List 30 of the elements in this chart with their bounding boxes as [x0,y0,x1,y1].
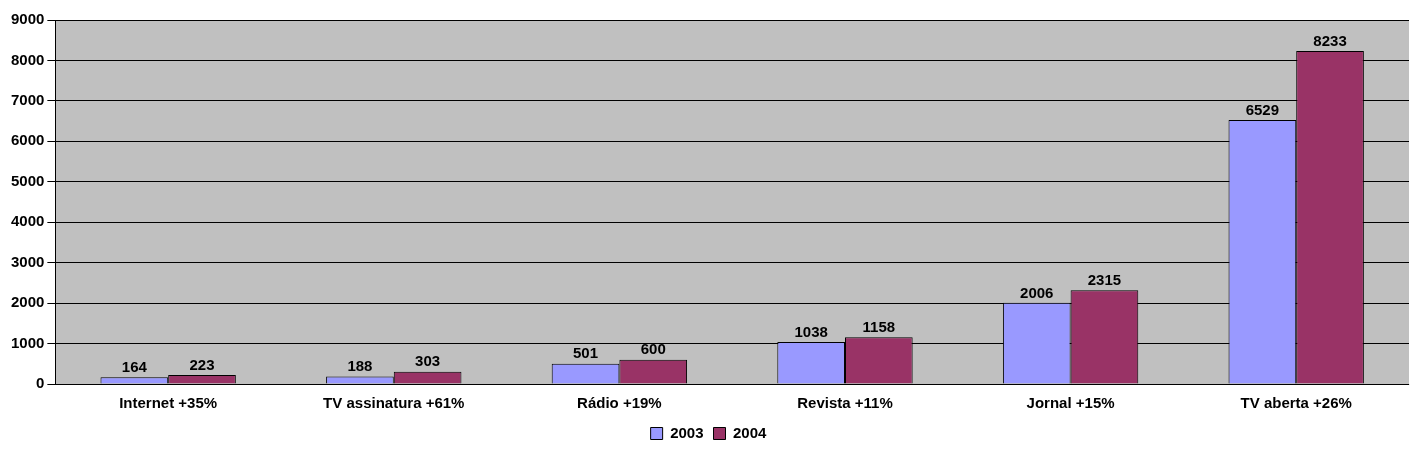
data-label: 303 [415,352,441,370]
x-tick-label: Rádio +19% [577,394,662,412]
x-tick-label: Jornal +15% [1026,394,1115,412]
y-tick-label: 7000 [10,91,45,109]
x-tick-label: Revista +11% [797,394,893,412]
data-label: 1158 [862,317,896,335]
y-tick-label: 3000 [10,252,45,270]
y-tick-label: 5000 [10,171,45,189]
y-tick-label: 2000 [10,293,45,311]
x-tick-label: TV aberta +26% [1240,394,1352,412]
data-label: 188 [347,357,373,375]
legend-label: 2004 [733,423,768,441]
data-label: 600 [640,340,666,358]
data-label: 164 [121,358,148,376]
y-tick-label: 0 [36,374,45,392]
y-tick-label: 8000 [10,50,45,68]
data-label: 2006 [1020,283,1054,301]
y-tick-label: 6000 [10,131,45,149]
data-label: 2315 [1087,271,1122,289]
x-tick-label: Internet +35% [119,394,218,412]
data-label: 8233 [1313,31,1347,49]
data-label: 223 [189,355,215,373]
x-tick-label: TV assinatura +61% [323,394,465,412]
data-label: 501 [573,344,599,362]
y-tick-label: 1000 [10,333,45,351]
data-label: 6529 [1245,100,1280,118]
legend-label: 2003 [670,423,704,441]
y-tick-label: 9000 [10,10,45,28]
data-label: 1038 [794,322,828,340]
y-tick-label: 4000 [10,212,45,230]
